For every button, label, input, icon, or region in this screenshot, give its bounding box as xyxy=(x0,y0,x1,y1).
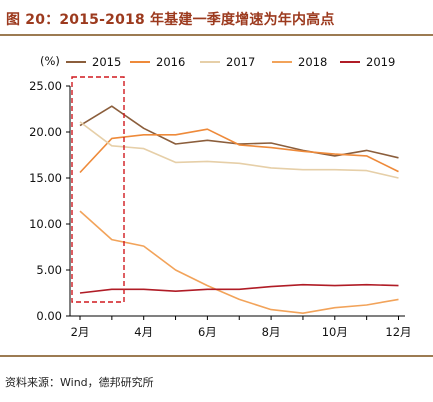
legend-label-2015: 2015 xyxy=(92,55,121,69)
legend-label-2016: 2016 xyxy=(156,55,185,69)
series-line-2018 xyxy=(79,210,399,315)
legend-label-2018: 2018 xyxy=(298,55,327,69)
series-lines xyxy=(79,105,399,315)
legend-label-2019: 2019 xyxy=(366,55,395,69)
legend: 2015 2016 2017 2018 2019 xyxy=(66,55,395,69)
y-tick-label: 25.00 xyxy=(29,79,62,93)
title-divider xyxy=(0,34,433,36)
x-tick-label: 10月 xyxy=(322,325,348,339)
y-axis-label: (%) xyxy=(40,54,60,68)
page-title: 图 20：2015-2018 年基建一季度增速为年内高点 xyxy=(6,12,335,28)
series-line-2017 xyxy=(79,121,399,179)
series-line-2015 xyxy=(79,105,399,159)
tick-labels: 0.00 5.00 10.00 15.00 20.00 25.00 2月 4月 6月 8月 10月 1… xyxy=(29,79,412,339)
highlight-box xyxy=(71,76,125,303)
source-note: 资料来源：Wind，德邦研究所 xyxy=(5,376,154,389)
series-line-2016 xyxy=(79,128,399,174)
x-tick-label: 6月 xyxy=(198,325,217,339)
y-tick-label: 0.00 xyxy=(36,309,62,323)
y-tick-label: 5.00 xyxy=(36,263,62,277)
x-tick-label: 12月 xyxy=(385,325,411,339)
x-tick-label: 2月 xyxy=(71,325,90,339)
y-tick-label: 20.00 xyxy=(29,125,62,139)
series-line-2019 xyxy=(79,283,399,294)
y-tick-label: 10.00 xyxy=(29,217,62,231)
axes xyxy=(66,85,405,320)
x-tick-label: 8月 xyxy=(262,325,281,339)
legend-label-2017: 2017 xyxy=(226,55,255,69)
y-tick-label: 15.00 xyxy=(29,171,62,185)
footer-divider xyxy=(0,355,433,357)
x-tick-label: 4月 xyxy=(134,325,153,339)
